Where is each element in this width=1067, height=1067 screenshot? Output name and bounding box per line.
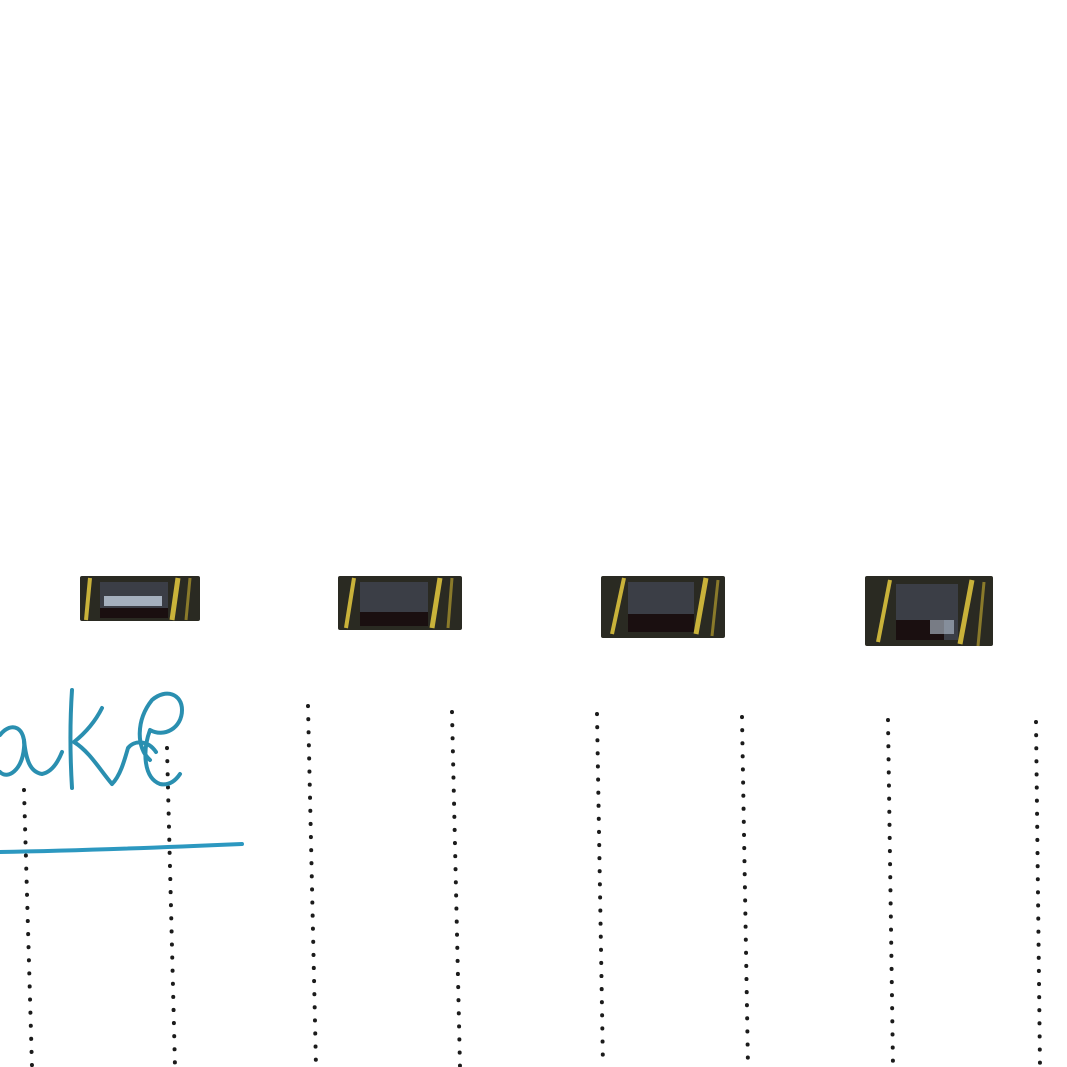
handwritten-word [0, 688, 184, 790]
dotted-guide-line [306, 704, 318, 1067]
binding-holes [80, 576, 993, 647]
dotted-guide-line [1034, 720, 1042, 1067]
binding-hole [80, 576, 200, 621]
binding-hole [601, 576, 725, 638]
binding-hole [338, 576, 462, 630]
handwritten-underline [0, 842, 244, 854]
binding-hole [865, 576, 993, 647]
dotted-guide-line [886, 718, 895, 1067]
dotted-guide-lines [22, 704, 1042, 1067]
dotted-guide-line [165, 746, 177, 1067]
